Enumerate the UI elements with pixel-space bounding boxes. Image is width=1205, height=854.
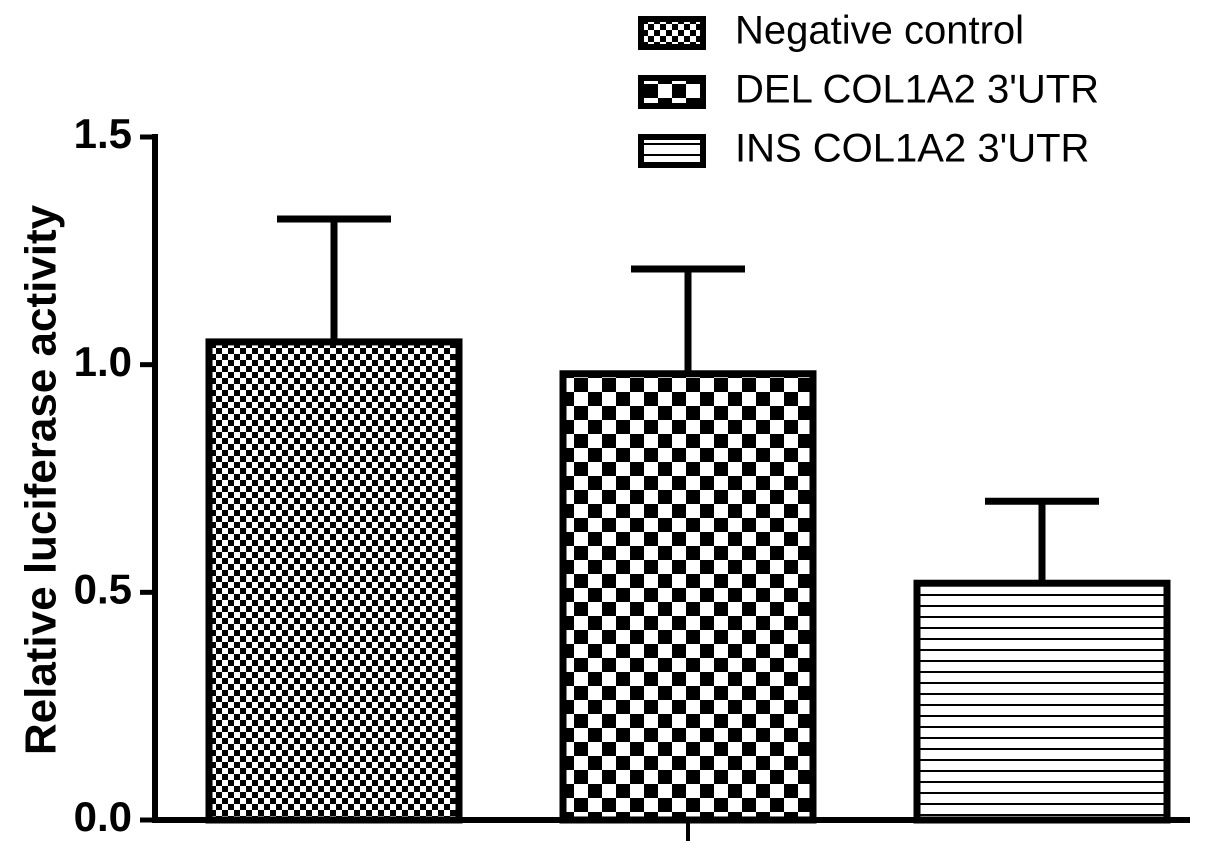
legend-swatch [638, 75, 706, 109]
bar [205, 338, 463, 824]
legend-swatch [638, 16, 706, 50]
legend-label: INS COL1A2 3'UTR [735, 127, 1089, 171]
legend-label: DEL COL1A2 3'UTR [735, 68, 1099, 112]
legend-swatch [638, 134, 706, 168]
legend-label: Negative control [735, 9, 1024, 53]
y-tick-label: 0.0 [74, 793, 132, 840]
y-tick-label: 1.0 [74, 338, 132, 385]
bar [913, 579, 1171, 824]
error-bar [277, 215, 391, 342]
bar [559, 370, 817, 824]
y-tick-label: 1.5 [74, 110, 132, 157]
y-tick-label: 0.5 [74, 565, 132, 612]
error-bar [985, 497, 1099, 584]
y-axis-label: Relative luciferase activity [17, 204, 66, 755]
error-bar [631, 265, 745, 374]
